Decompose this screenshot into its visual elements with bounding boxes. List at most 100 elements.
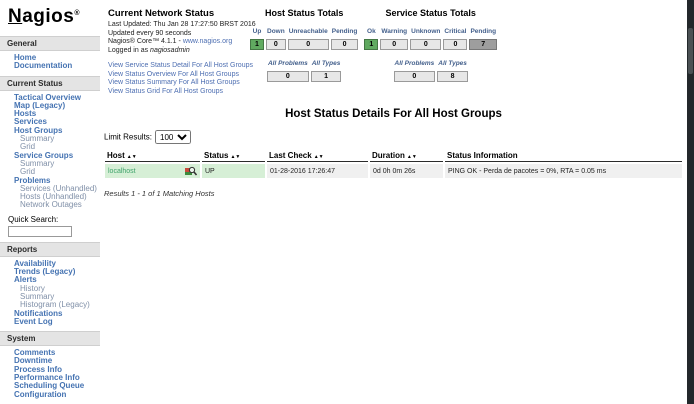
- sort-desc-icon[interactable]: ▼: [131, 154, 137, 160]
- host-down-count: 0: [266, 39, 286, 50]
- sidebar-item-home[interactable]: Home: [14, 53, 37, 62]
- current-network-status: Current Network Status Last Updated: Thu…: [108, 8, 256, 96]
- sidebar-item-configuration[interactable]: Configuration: [14, 389, 67, 399]
- sidebar-item-trends-legacy[interactable]: Trends (Legacy): [14, 267, 76, 277]
- sidebar-item-hosts-unhandled[interactable]: Hosts (Unhandled): [20, 192, 87, 202]
- last-check-cell: 01-28-2016 17:26:47: [267, 164, 368, 178]
- service-all-problems-link[interactable]: All Problems: [394, 60, 435, 67]
- sort-asc-icon[interactable]: ▲: [230, 154, 236, 160]
- column-header-host[interactable]: Host ▲▼: [105, 150, 200, 162]
- service-all-problems-count: 0: [393, 71, 436, 82]
- host-link[interactable]: localhost: [108, 167, 136, 175]
- sidebar-item-hostgroup-summary[interactable]: Summary: [20, 134, 55, 144]
- sort-desc-icon[interactable]: ▼: [235, 154, 241, 160]
- link-status-summary[interactable]: View Status Summary For All Host Groups: [108, 79, 240, 86]
- sidebar-item-servicegroup-grid[interactable]: Grid: [20, 167, 36, 177]
- host-totals-down-link[interactable]: Down: [267, 28, 285, 35]
- host-status-table: Host ▲▼ Status ▲▼ Last Check ▲▼ Duration ▲▼ …: [103, 148, 684, 180]
- sidebar-item-alert-summary[interactable]: Summary: [20, 291, 55, 301]
- sort-asc-icon[interactable]: ▲: [313, 154, 319, 160]
- column-header-duration[interactable]: Duration ▲▼: [370, 150, 443, 162]
- nav-current-status: Tactical Overview Map (Legacy) Hosts Ser…: [0, 91, 100, 210]
- nagios-org-link[interactable]: www.nagios.org: [182, 38, 233, 45]
- link-status-overview[interactable]: View Status Overview For All Host Groups: [108, 70, 239, 78]
- column-header-status-information: Status Information: [445, 150, 682, 162]
- host-totals-up-link[interactable]: Up: [252, 28, 262, 35]
- service-totals-warning-link[interactable]: Warning: [381, 28, 408, 35]
- nav-reports: Availability Trends (Legacy) Alerts Hist…: [0, 257, 100, 326]
- status-information-cell: PING OK - Perda de pacotes = 0%, RTA = 0…: [445, 164, 682, 178]
- service-unknown-count: 0: [410, 39, 442, 50]
- sidebar-item-problems[interactable]: Problems: [14, 175, 51, 185]
- scrollbar-thumb[interactable]: [688, 28, 693, 74]
- host-totals-summary-table: All Problems All Types 0 1: [265, 51, 343, 83]
- sidebar-item-process-info[interactable]: Process Info: [14, 364, 63, 374]
- sidebar-item-scheduling-queue[interactable]: Scheduling Queue: [14, 381, 85, 391]
- service-totals-unknown-link[interactable]: Unknown: [411, 28, 441, 35]
- limit-results-select[interactable]: 100: [155, 130, 192, 144]
- sidebar-item-downtime[interactable]: Downtime: [14, 356, 53, 366]
- quick-search-input[interactable]: [8, 225, 72, 237]
- status-header: Current Network Status Last Updated: Thu…: [100, 0, 687, 96]
- host-totals-pending-link[interactable]: Pending: [331, 28, 358, 35]
- results-summary: Results 1 - 1 of 1 Matching Hosts: [104, 189, 215, 198]
- version-line: Nagios® Core™ 4.1.1 - www.nagios.org: [108, 38, 233, 45]
- service-totals-critical-link[interactable]: Critical: [444, 28, 467, 35]
- sort-desc-icon[interactable]: ▼: [318, 154, 324, 160]
- view-links: View Service Status Detail For All Host …: [108, 62, 253, 96]
- nagios-logo[interactable]: Nagios®: [8, 6, 81, 27]
- sidebar-section-system: System: [0, 331, 100, 347]
- sidebar-item-notifications[interactable]: Notifications: [14, 308, 63, 318]
- sidebar-section-general: General: [0, 36, 100, 51]
- sidebar-item-availability[interactable]: Availability: [14, 258, 56, 268]
- host-all-types-link[interactable]: All Types: [311, 60, 341, 67]
- host-cell: localhost: [105, 164, 200, 178]
- last-updated: Last Updated: Thu Jan 28 17:27:50 BRST 2…: [108, 21, 256, 28]
- sidebar-item-comments[interactable]: Comments: [14, 348, 56, 358]
- quick-search: Quick Search:: [0, 210, 100, 237]
- sidebar-item-tactical-overview[interactable]: Tactical Overview: [14, 92, 81, 102]
- host-unreachable-count: 0: [287, 39, 329, 50]
- sidebar-item-services-unhandled[interactable]: Services (Unhandled): [20, 183, 97, 193]
- vertical-scrollbar[interactable]: [687, 0, 694, 404]
- sidebar-item-event-log[interactable]: Event Log: [14, 316, 53, 326]
- sidebar-item-map-legacy[interactable]: Map (Legacy): [14, 100, 66, 110]
- service-warning-count: 0: [380, 39, 409, 50]
- registered-mark: ®: [74, 10, 81, 17]
- network-status-title: Current Network Status: [108, 8, 215, 19]
- host-all-problems-link[interactable]: All Problems: [267, 60, 308, 67]
- link-status-grid[interactable]: View Status Grid For All Host Groups: [108, 87, 224, 95]
- link-service-status-detail[interactable]: View Service Status Detail For All Host …: [108, 62, 253, 69]
- sidebar-item-servicegroup-summary[interactable]: Summary: [20, 158, 55, 168]
- sidebar-item-network-outages[interactable]: Network Outages: [20, 200, 82, 210]
- sidebar-item-services[interactable]: Services: [14, 117, 47, 127]
- sort-desc-icon[interactable]: ▼: [411, 154, 417, 160]
- table-header-row: Host ▲▼ Status ▲▼ Last Check ▲▼ Duration ▲▼ …: [105, 150, 682, 162]
- username: nagiosadmin: [150, 46, 190, 54]
- sidebar-item-alerts[interactable]: Alerts: [14, 275, 37, 285]
- sidebar-item-alert-histogram[interactable]: Histogram (Legacy): [20, 300, 90, 310]
- sidebar-item-performance-info[interactable]: Performance Info: [14, 373, 80, 383]
- host-all-problems-count: 0: [266, 71, 309, 82]
- nav-system: Comments Downtime Process Info Performan…: [0, 346, 100, 399]
- sort-asc-icon[interactable]: ▲: [406, 154, 412, 160]
- sidebar-item-service-groups[interactable]: Service Groups: [14, 150, 74, 160]
- sidebar-item-hostgroup-grid[interactable]: Grid: [20, 142, 36, 152]
- sidebar-item-documentation[interactable]: Documentation: [14, 61, 73, 71]
- host-totals-title: Host Status Totals: [265, 8, 344, 18]
- sidebar-item-host-groups[interactable]: Host Groups: [14, 125, 63, 135]
- service-pending-count: 7: [469, 39, 498, 50]
- column-header-last-check[interactable]: Last Check ▲▼: [267, 150, 368, 162]
- sort-asc-icon[interactable]: ▲: [126, 154, 132, 160]
- logo-text: N: [8, 6, 23, 27]
- column-header-status[interactable]: Status ▲▼: [202, 150, 265, 162]
- update-interval: Updated every 90 seconds: [108, 29, 192, 37]
- service-totals-pending-link[interactable]: Pending: [470, 28, 497, 35]
- service-totals-ok-link[interactable]: Ok: [367, 28, 376, 35]
- host-extinfo-icon[interactable]: [185, 166, 198, 176]
- host-totals-unreachable-link[interactable]: Unreachable: [288, 28, 328, 35]
- sidebar-item-alert-history[interactable]: History: [20, 283, 45, 293]
- service-all-types-link[interactable]: All Types: [438, 60, 467, 67]
- sidebar-item-hosts[interactable]: Hosts: [14, 109, 37, 119]
